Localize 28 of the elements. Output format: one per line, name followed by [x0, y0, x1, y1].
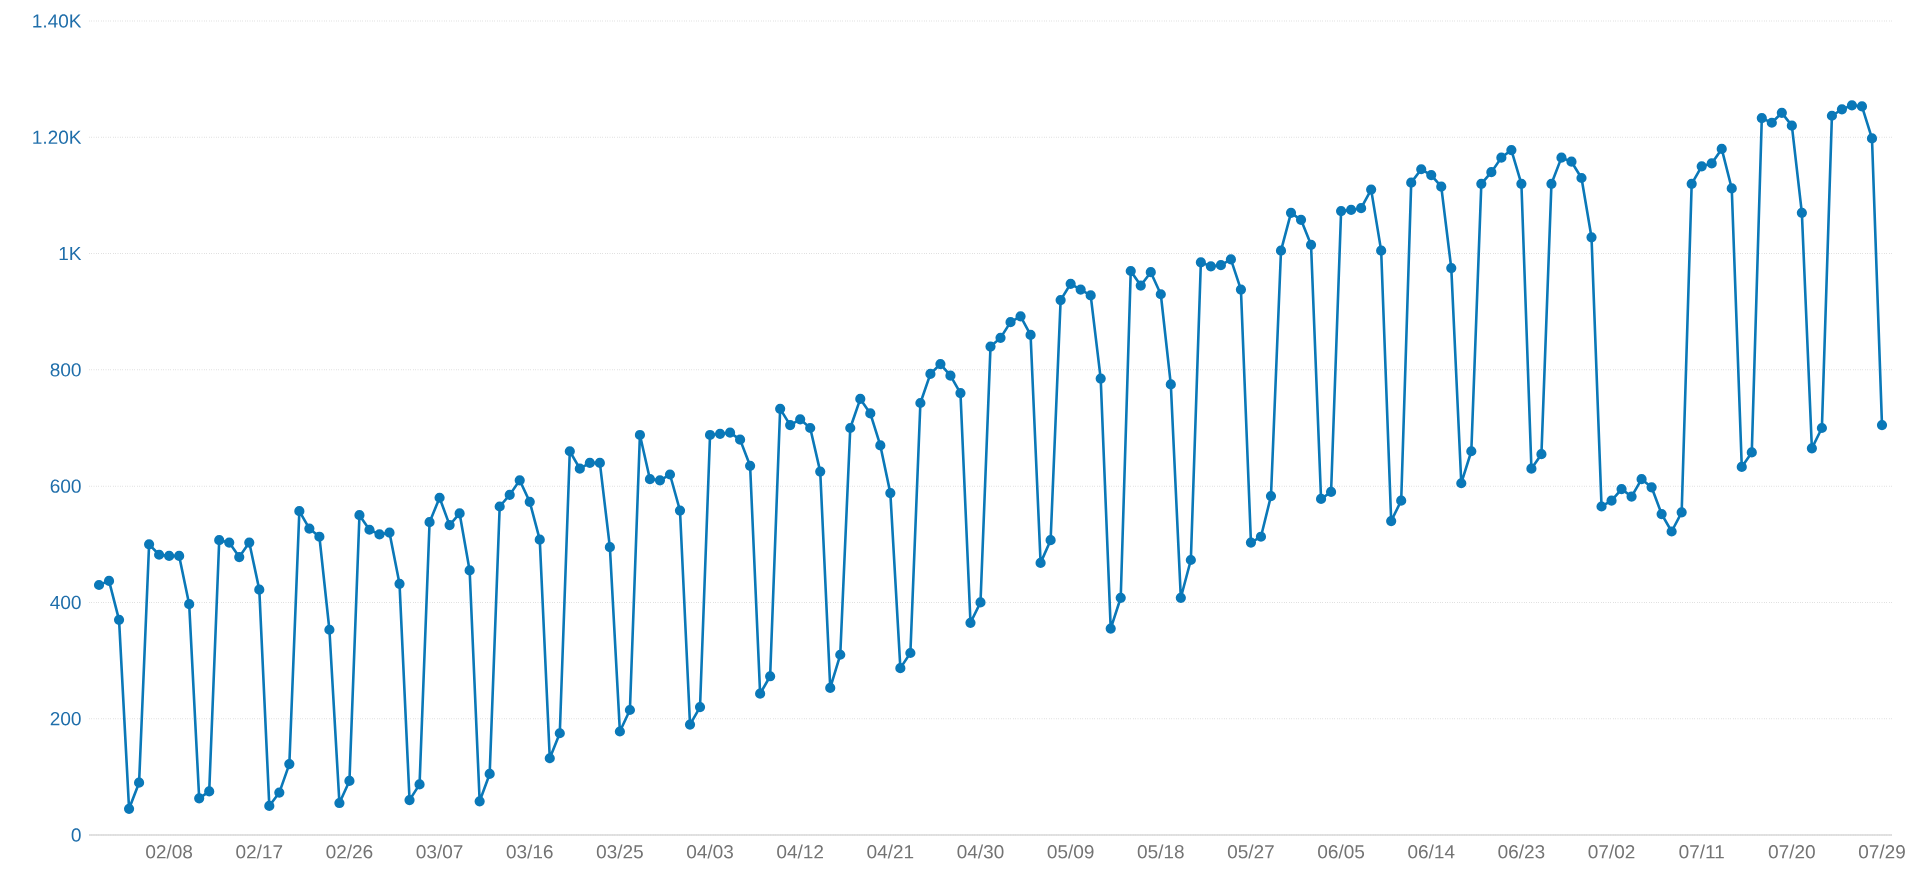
x-tick-label: 07/11 — [1679, 844, 1724, 859]
y-tick-label: 400 — [50, 595, 81, 610]
x-tick-label: 03/16 — [506, 844, 553, 859]
x-tick-label: 04/03 — [687, 844, 733, 859]
x-tick-label: 07/02 — [1588, 844, 1635, 859]
x-tick-label: 04/21 — [867, 844, 914, 859]
x-tick-label: 05/27 — [1227, 844, 1274, 859]
y-tick-label: 1K — [59, 247, 82, 261]
x-tick-label: 03/07 — [416, 844, 463, 859]
y-tick-label: 600 — [50, 479, 81, 493]
x-tick-label: 06/14 — [1408, 844, 1455, 859]
x-tick-label: 07/20 — [1768, 844, 1815, 859]
x-tick-label: 07/29 — [1858, 844, 1905, 859]
y-tick-label: 200 — [50, 711, 81, 726]
x-tick-label: 04/12 — [777, 844, 824, 859]
x-tick-label: 02/17 — [236, 844, 283, 859]
y-tick-label: 0 — [71, 828, 81, 842]
x-tick-label: 06/05 — [1318, 844, 1365, 859]
x-tick-label: 04/30 — [957, 844, 1004, 859]
x-tick-label: 05/09 — [1047, 844, 1094, 859]
y-tick-label: 800 — [50, 363, 81, 377]
x-tick-label: 02/08 — [146, 844, 193, 859]
y-tick-label: 1.40K — [33, 14, 82, 28]
y-tick-label: 1.20K — [33, 130, 82, 145]
x-tick-label: 06/23 — [1498, 844, 1545, 859]
x-tick-label: 03/25 — [596, 844, 643, 859]
x-tick-label: 05/18 — [1137, 844, 1184, 859]
x-tick-label: 02/26 — [326, 844, 373, 859]
